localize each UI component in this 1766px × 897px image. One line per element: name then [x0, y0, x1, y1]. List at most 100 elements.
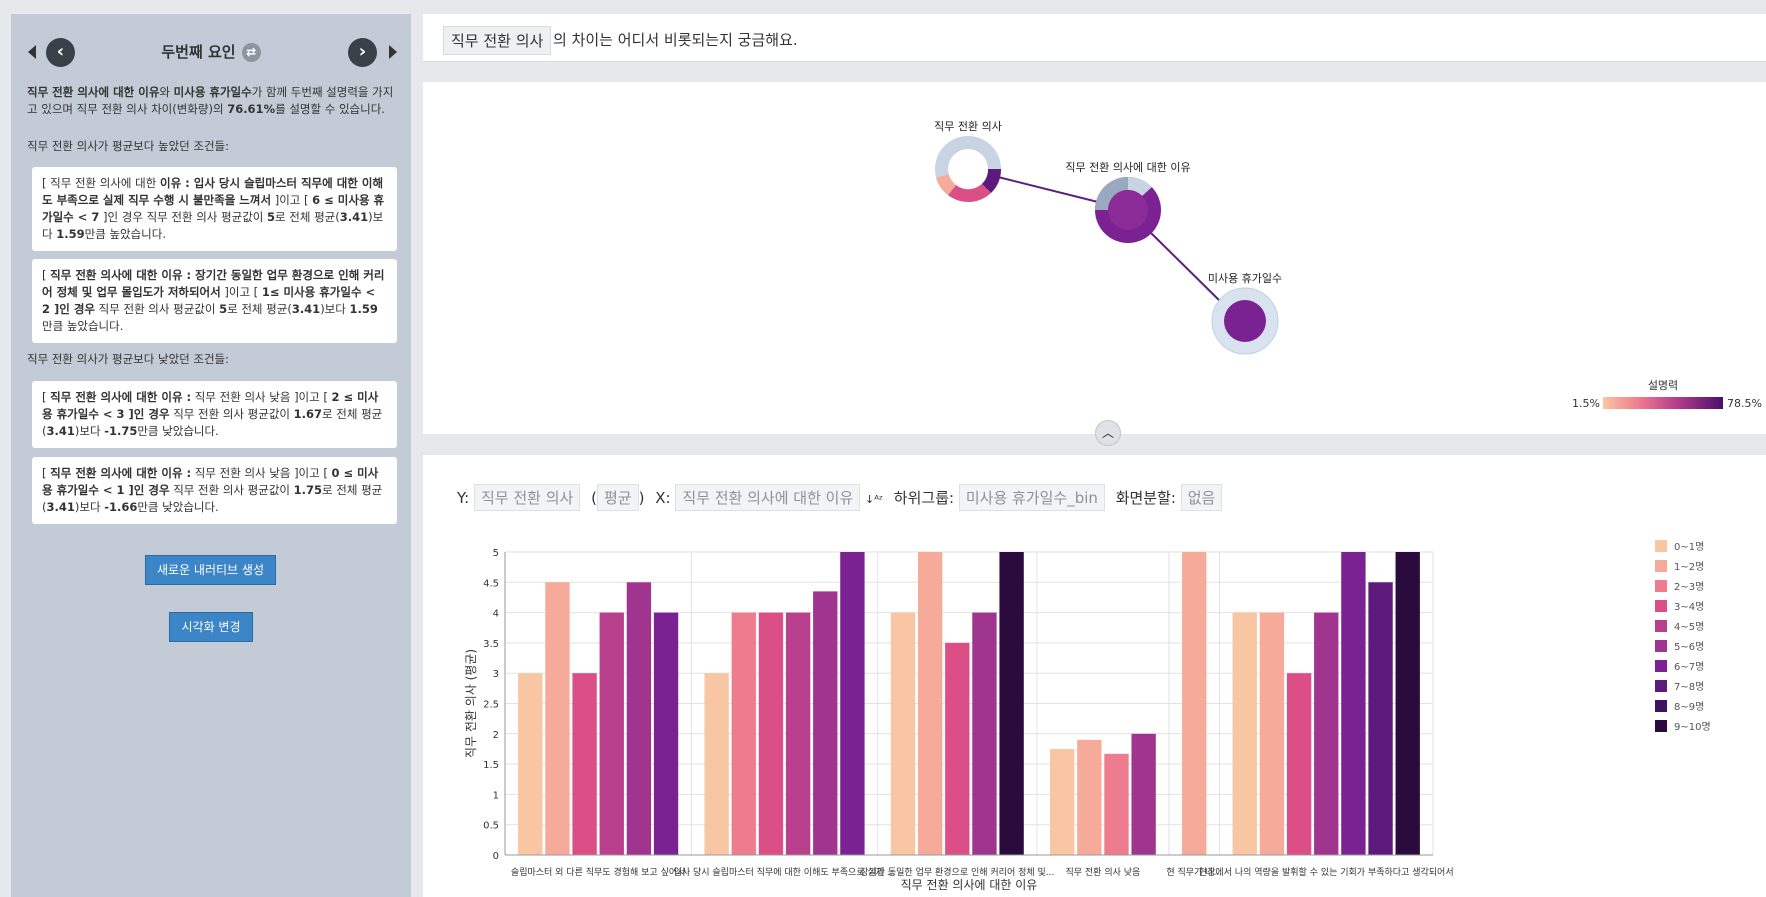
legend-swatch[interactable]: [1655, 680, 1667, 692]
condition-card: [ 직무 전환 의사에 대한 이유 : 직무 전환 의사 낮음 ]이고 [ 2 …: [32, 381, 397, 448]
subgroup-select[interactable]: 미사용 휴가일수_bin: [958, 484, 1105, 511]
y-tick-label: 3.5: [483, 639, 499, 650]
bar[interactable]: [1182, 552, 1207, 855]
bar[interactable]: [545, 582, 570, 855]
summary-text: 직무 전환 의사에 대한 이유와 미사용 휴가일수가 함께 두번째 설명력을 가…: [27, 85, 394, 116]
legend-swatch[interactable]: [1655, 580, 1667, 592]
node-leave-days[interactable]: 미사용 휴가일수: [1208, 271, 1282, 355]
graph-edge: [1149, 231, 1224, 305]
bar[interactable]: [813, 591, 838, 855]
x-variable-select[interactable]: 직무 전환 의사에 대한 이유: [675, 484, 861, 511]
new-narrative-button[interactable]: 새로운 내러티브 생성: [145, 555, 276, 585]
bar[interactable]: [704, 673, 729, 855]
legend-swatch[interactable]: [1655, 640, 1667, 652]
factor-graph: 직무 전환 의사 직무 전환 의사에 대한 이유 미사용 휴가일수 설명력 1.…: [423, 82, 1766, 434]
legend-label: 4~5명: [1674, 621, 1704, 633]
legend-swatch[interactable]: [1655, 720, 1667, 732]
bar[interactable]: [653, 612, 679, 855]
bar[interactable]: [917, 552, 943, 855]
x-tick-label: 입사 당시 슬립마스터 직무에 대한 이해도 부족으로 실제 ...: [674, 866, 896, 878]
legend-swatch[interactable]: [1655, 540, 1667, 552]
bar[interactable]: [972, 612, 997, 855]
bar[interactable]: [731, 612, 756, 855]
legend-swatch[interactable]: [1655, 600, 1667, 612]
legend-title: 설명력: [1648, 379, 1678, 392]
legend-swatch[interactable]: [1655, 660, 1667, 672]
bar[interactable]: [945, 642, 970, 855]
legend-label: 0~1명: [1674, 541, 1704, 553]
bar[interactable]: [1131, 733, 1156, 855]
collapse-toggle-button[interactable]: ︿: [1095, 420, 1121, 446]
bar[interactable]: [1104, 753, 1129, 855]
high-heading: 직무 전환 의사가 평균보다 높았던 조건들:: [27, 139, 230, 153]
legend-swatch[interactable]: [1655, 560, 1667, 572]
bar[interactable]: [785, 612, 811, 855]
legend-max: 78.5%: [1727, 397, 1762, 410]
legend-label: 6~7명: [1674, 661, 1704, 673]
bar[interactable]: [890, 612, 916, 855]
bar[interactable]: [999, 552, 1024, 855]
y-variable-select[interactable]: 직무 전환 의사: [474, 484, 581, 511]
bar[interactable]: [1286, 673, 1312, 855]
prev-factor-button[interactable]: ‹: [46, 38, 75, 67]
legend-swatch[interactable]: [1655, 620, 1667, 632]
prev-triangle-icon[interactable]: [28, 45, 36, 59]
y-tick-label: 5: [493, 548, 499, 559]
question-text: 의 차이는 어디서 비롯되는지 궁금해요.: [553, 31, 798, 49]
swap-icon[interactable]: ⇄: [241, 43, 261, 62]
x-label: X:: [655, 489, 671, 507]
y-tick-label: 0: [493, 851, 499, 862]
y-label: Y:: [457, 489, 470, 507]
chart-controls: Y: 직무 전환 의사 (평균) X: 직무 전환 의사에 대한 이유 ↓ᴬᶻ …: [457, 484, 1223, 511]
node-label: 미사용 휴가일수: [1208, 271, 1282, 285]
legend-label: 9~10명: [1674, 721, 1711, 733]
y-tick-label: 2: [493, 730, 499, 741]
bar[interactable]: [1232, 612, 1257, 855]
change-visualization-button[interactable]: 시각화 변경: [169, 612, 253, 642]
y-tick-label: 1.5: [483, 760, 499, 771]
condition-card: [ 직무 전환 의사에 대한 이유 : 직무 전환 의사 낮음 ]이고 [ 0 …: [32, 457, 397, 524]
factor-title-text: 두번째 요인: [161, 43, 236, 61]
y-tick-label: 4.5: [483, 578, 499, 589]
bar[interactable]: [840, 552, 865, 855]
legend-gradient: [1603, 397, 1723, 409]
condition-card: [ 직무 전환 의사에 대한 이유 : 입사 당시 슬립마스터 직무에 대한 이…: [32, 167, 397, 251]
target-variable-chip[interactable]: 직무 전환 의사: [443, 26, 552, 55]
bar[interactable]: [572, 673, 597, 855]
bar[interactable]: [626, 582, 652, 855]
bar[interactable]: [1077, 739, 1102, 855]
y-axis-title: 직무 전환 의사 (평균): [464, 649, 478, 758]
bar[interactable]: [758, 612, 784, 855]
low-heading: 직무 전환 의사가 평균보다 낮았던 조건들:: [27, 352, 230, 366]
next-triangle-icon[interactable]: [389, 45, 397, 59]
y-tick-label: 2.5: [483, 700, 499, 711]
legend-min: 1.5%: [1572, 397, 1600, 410]
x-axis-title: 직무 전환 의사에 대한 이유: [901, 878, 1038, 892]
node-label: 직무 전환 의사: [934, 120, 1002, 133]
legend-swatch[interactable]: [1655, 700, 1667, 712]
x-tick-label: 장기간 동일한 업무 환경으로 인해 커리어 정체 및...: [860, 866, 1054, 878]
next-factor-button[interactable]: ›: [348, 38, 377, 67]
split-select[interactable]: 없음: [1180, 484, 1223, 511]
bar-chart: 0 0.5 1 1.5 2 2.5 3 3.5 4 4.5 5 슬립마스터 외 다른 직무도 경험해 …: [464, 540, 1711, 892]
condition-card: [ 직무 전환 의사에 대한 이유 : 장기간 동일한 업무 환경으로 인해 커…: [32, 259, 397, 343]
aggregation-select[interactable]: 평균: [597, 484, 639, 511]
y-tick-label: 3: [493, 669, 499, 680]
factor-title: 두번째 요인 ⇄: [11, 41, 411, 62]
node-reason[interactable]: 직무 전환 의사에 대한 이유: [1065, 161, 1191, 243]
bar[interactable]: [1395, 552, 1420, 855]
bar[interactable]: [1259, 612, 1285, 855]
node-target[interactable]: 직무 전환 의사: [934, 120, 1002, 203]
bar[interactable]: [1368, 582, 1393, 855]
bar[interactable]: [1314, 612, 1339, 855]
y-tick-label: 0.5: [483, 821, 499, 832]
legend-label: 8~9명: [1674, 701, 1704, 713]
legend-label: 1~2명: [1674, 561, 1704, 573]
sort-az-icon[interactable]: ↓ᴬᶻ: [865, 493, 884, 506]
bar[interactable]: [1050, 748, 1075, 855]
bar[interactable]: [518, 673, 543, 855]
legend-label: 3~4명: [1674, 601, 1704, 613]
bar[interactable]: [599, 612, 624, 855]
node-label: 직무 전환 의사에 대한 이유: [1065, 161, 1190, 174]
bar[interactable]: [1341, 552, 1366, 855]
